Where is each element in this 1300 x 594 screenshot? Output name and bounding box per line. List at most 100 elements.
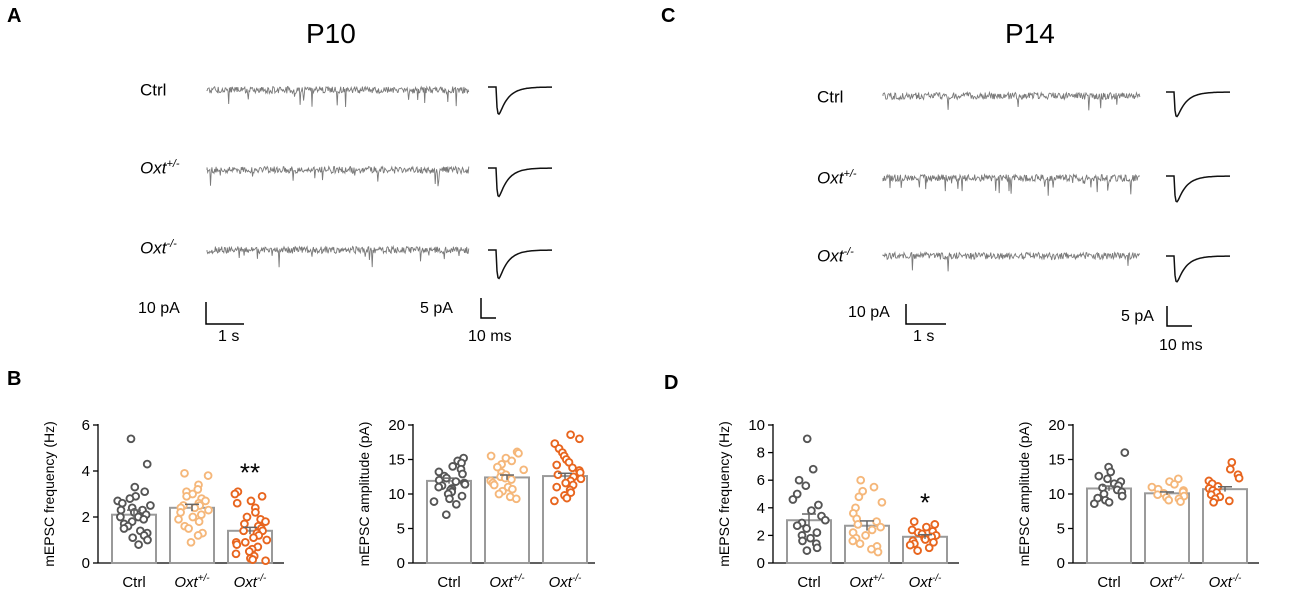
data-point [1106,467,1116,477]
data-point [489,480,499,490]
y-tick-label: 10 [1048,486,1065,503]
y-tick-label: 6 [757,472,765,489]
data-point [142,459,152,469]
data-point [441,510,451,520]
data-point [451,499,461,509]
x-tick-label: Oxt+/- [489,573,525,591]
data-point [519,465,529,475]
data-point [232,498,242,508]
y-tick-label: 20 [388,417,405,434]
data-point [553,470,563,480]
panel-c-event-scale-amp: 5 pA [1121,308,1154,325]
data-point [1153,490,1162,500]
data-point [853,520,863,529]
data-point [792,489,802,499]
data-point [802,546,812,555]
data-point [193,531,203,540]
panel-a-event-scale-amp: 5 pA [420,300,453,317]
panel-a-event-scalebar [480,298,496,319]
panel-a-trace-scale-time: 1 s [218,328,240,345]
x-tick-label: Oxt-/- [909,573,942,591]
data-point [1120,448,1130,457]
data-point [232,540,242,549]
data-point [858,486,868,496]
data-point [116,512,125,522]
data-point [188,512,198,522]
data-point [848,536,858,546]
panel-a-trace-het [206,165,470,187]
data-point [802,524,811,533]
data-point [184,524,193,533]
data-point [203,471,213,480]
data-point [1094,471,1104,481]
data-point [792,521,802,531]
data-point [251,508,260,517]
y-tick-label: 0 [757,555,765,572]
data-point [1164,495,1174,505]
y-tick-label: 0 [1057,555,1065,572]
data-point [493,462,502,472]
chart-b-amplitude: mEPSC amplitude (pA) 0 5 10 15 20 Ctrl Oxt+/- Ox… [356,417,595,591]
x-tick-label: Ctrl [437,574,460,591]
data-point [117,498,127,508]
data-point [566,430,575,440]
data-point [1089,499,1099,509]
data-point [511,494,521,504]
data-point [801,481,811,491]
data-point [924,543,934,553]
panel-c-trace-ko [882,251,1141,272]
y-tick-label: 4 [757,500,765,517]
data-point [812,528,822,537]
data-point [116,505,126,515]
data-point [873,547,883,557]
data-point [194,517,204,526]
y-tick-label: 0 [397,555,405,572]
data-point [802,434,812,444]
data-point [905,540,915,550]
data-point [1173,474,1183,484]
data-point [869,482,879,492]
data-point [261,556,270,566]
data-point [128,533,138,543]
panel-a-trace-ctrl [206,85,470,108]
panel-c-row-label-ko: Oxt-/- [817,246,854,266]
data-point [248,555,258,564]
panel-letter-c: C [661,5,676,27]
panel-a-trace-scalebar [205,302,244,325]
data-point [486,451,496,461]
x-tick-label: Oxt+/- [174,573,210,591]
data-point [193,485,203,494]
x-tick-label: Ctrl [797,574,820,591]
panel-c-event-het [1166,175,1230,203]
data-point [575,434,584,444]
panel-a-event-ko [488,249,552,280]
y-tick-label: 15 [388,452,405,469]
data-point [820,515,830,525]
data-point [1103,474,1112,484]
chart-d-amplitude: mEPSC amplitude (pA) 0 5 10 15 20 Ctrl Oxt+/- Ox… [1016,417,1259,591]
chart-y-label: mEPSC frequency (Hz) [716,421,732,566]
data-point [246,496,256,506]
data-point [867,525,877,535]
data-point [568,463,577,473]
x-tick-label: Oxt+/- [1149,573,1185,591]
panel-letter-b: B [7,368,22,390]
data-point [550,496,559,506]
data-point [240,519,249,529]
x-tick-label: Oxt-/- [1209,573,1242,591]
data-point [576,474,586,484]
data-point [231,549,241,559]
data-point [1227,457,1237,467]
data-point [812,543,822,553]
y-tick-label: 10 [748,417,765,434]
data-point [562,493,572,503]
data-point [514,448,523,458]
data-point [434,467,444,477]
data-point [855,539,865,549]
data-point [182,491,191,501]
panel-c-trace-het [882,173,1140,196]
panel-c-row-label-ctrl: Ctrl [817,87,844,107]
data-point [854,492,864,502]
data-point [134,540,143,549]
panel-c-event-scale-time: 10 ms [1159,337,1203,354]
